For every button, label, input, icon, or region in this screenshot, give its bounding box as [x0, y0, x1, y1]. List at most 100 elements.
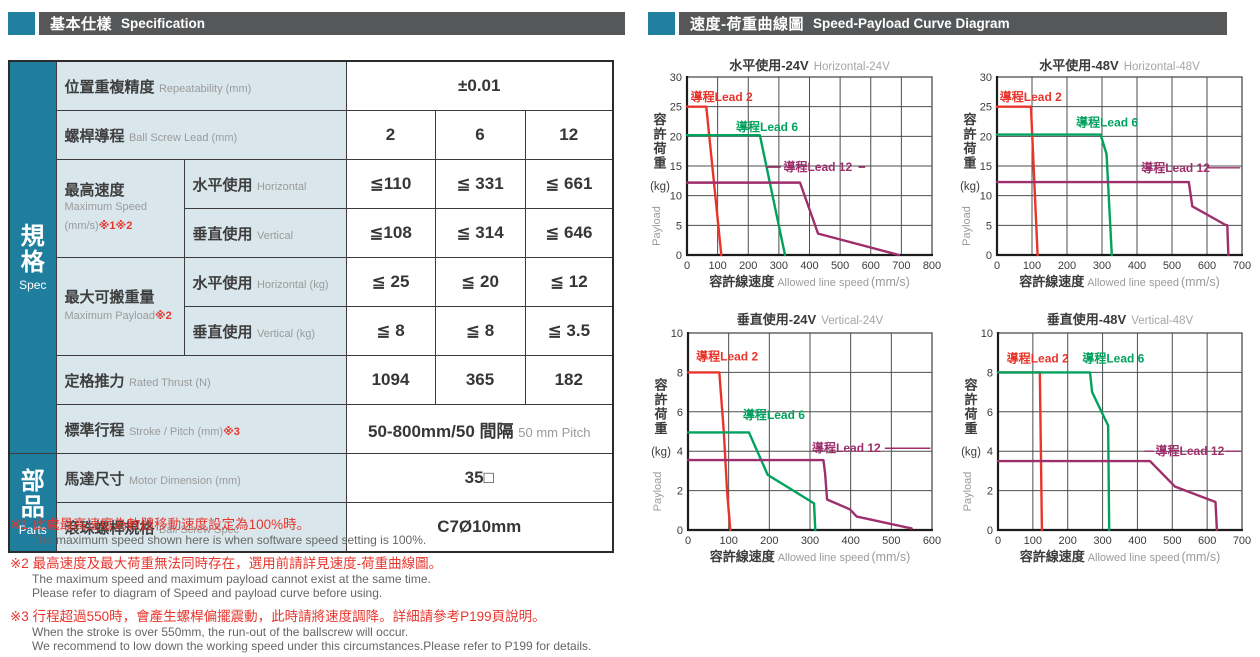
footnote-2-en-1: The maximum speed and maximum payload ca…	[32, 571, 431, 586]
svg-text:30: 30	[670, 72, 682, 84]
svg-text:300: 300	[801, 535, 819, 547]
svg-text:600: 600	[923, 535, 941, 547]
svg-text:15: 15	[980, 161, 992, 173]
lead-value-2: 2	[345, 110, 436, 160]
stroke-note: ※3	[223, 425, 240, 438]
repeatability-en: Repeatability (mm)	[158, 82, 252, 95]
svg-text:10: 10	[981, 328, 993, 340]
ballscrew-en: Ball Screw Spec	[158, 523, 240, 536]
stroke-value-en: 50 mm Pitch	[518, 424, 591, 440]
table-row-thrust: 定格推力 Rated Thrust (N) 1094 365 182	[9, 355, 614, 405]
payload-h-value-1: ≦ 20	[434, 257, 526, 307]
curve-section-header: 速度-荷重曲線圖 Speed-Payload Curve Diagram	[648, 12, 1227, 35]
svg-text:10: 10	[671, 328, 683, 340]
series-label: 導程Lead 12	[812, 440, 881, 455]
chart-svg-horizontal-48v: 0 100 200 300 400 500 600 700 0 5 10 15 20 25 30 水平使用-4…	[960, 58, 1251, 289]
svg-text:0: 0	[676, 250, 682, 262]
vertical-kg-en: Vertical (kg)	[256, 327, 316, 340]
svg-text:荷: 荷	[963, 407, 977, 422]
svg-text:8: 8	[677, 367, 683, 379]
motor-en: Motor Dimension (mm)	[128, 474, 241, 487]
spec-header-zh: 基本仕樣	[50, 16, 113, 33]
svg-text:700: 700	[892, 260, 910, 272]
svg-text:0: 0	[987, 525, 993, 537]
svg-text:300: 300	[1093, 260, 1111, 272]
svg-text:20: 20	[980, 131, 992, 143]
payload-vertical-label: 垂直使用 Vertical (kg)	[183, 306, 347, 356]
series-label: 導程Lead 2	[1007, 351, 1069, 366]
payload-zh: 最大可搬重量	[64, 288, 155, 306]
maxspeed-v-value-1: ≦ 314	[434, 208, 526, 258]
svg-text:200: 200	[1059, 535, 1077, 547]
svg-text:400: 400	[841, 535, 859, 547]
svg-text:Payload: Payload	[651, 206, 663, 246]
payload-en: Maximum Payload	[64, 309, 155, 322]
payload-note: ※2	[154, 309, 172, 322]
horizontal-kg-en: Horizontal (kg)	[256, 278, 329, 291]
series-label: 導程Lead 6	[1076, 115, 1138, 130]
footnote-1-zh: ※1 此處最高速度為軟體移動速度設定為100%時。	[10, 517, 311, 532]
svg-text:(kg): (kg)	[961, 447, 981, 459]
svg-text:0: 0	[986, 250, 992, 262]
side-label-spec: 規格 Spec	[8, 60, 57, 454]
svg-text:6: 6	[987, 407, 993, 419]
maxspeed-horizontal-label: 水平使用 Horizontal	[183, 159, 347, 209]
side-spec-en: Spec	[19, 277, 47, 292]
svg-text:30: 30	[980, 72, 992, 84]
svg-text:荷: 荷	[652, 141, 666, 156]
curve-header-bar: 速度-荷重曲線圖 Speed-Payload Curve Diagram	[679, 12, 1227, 35]
svg-text:400: 400	[1128, 535, 1146, 547]
payload-label: 最大可搬重量 Maximum Payload※2	[55, 257, 185, 356]
svg-text:(kg): (kg)	[960, 181, 980, 193]
stroke-label: 標準行程 Stroke / Pitch (mm)※3	[55, 404, 347, 454]
svg-text:600: 600	[1198, 535, 1216, 547]
maxspeed-v-value-2: ≦ 646	[524, 208, 614, 258]
curve-header-zh: 速度-荷重曲線圖	[690, 16, 804, 33]
svg-text:重: 重	[964, 421, 977, 436]
series-label: 導程Lead 6	[743, 407, 805, 422]
maxspeed-h-value-2: ≦ 661	[524, 159, 614, 209]
footnote-1: ※1 此處最高速度為軟體移動速度設定為100%時。 The maximum sp…	[10, 516, 638, 548]
table-row-maxspeed-vertical: 垂直使用 Vertical ≦108 ≦ 314 ≦ 646	[9, 208, 614, 258]
chart-svg-vertical-24v: 0 100 200 300 400 500 600 0 2 4 6 8 10 垂直使用-24V Vertic…	[651, 312, 941, 564]
svg-text:100: 100	[1023, 260, 1041, 272]
maxspeed-note: ※1※2	[98, 220, 133, 232]
svg-text:8: 8	[987, 367, 993, 379]
svg-text:重: 重	[963, 156, 976, 171]
svg-text:荷: 荷	[962, 141, 976, 156]
payload-v-value-1: ≦ 8	[434, 306, 526, 356]
chart-horizontal-24v: 0 100 200 300 400 500 600 700 800 0 5 10 15 20 25 30 水平使…	[648, 57, 950, 298]
table-row-payload-horizontal: 最大可搬重量 Maximum Payload※2 水平使用 Horizontal…	[9, 257, 614, 356]
repeatability-value: ±0.01	[345, 60, 614, 111]
footnote-2: ※2 最高速度及最大荷重無法同時存在，選用前請詳見速度-荷重曲線圖。 The m…	[10, 555, 638, 601]
motor-zh: 馬達尺寸	[64, 470, 125, 488]
table-row-stroke: 標準行程 Stroke / Pitch (mm)※3 50-800mm/50 間…	[9, 404, 614, 454]
table-row-maxspeed-horizontal: 最高速度 Maximum Speed (mm/s)※1※2 水平使用 Horiz…	[9, 159, 614, 258]
series-label: 導程Lead 6	[1082, 351, 1144, 366]
thrust-value-0: 1094	[345, 355, 436, 405]
svg-text:荷: 荷	[653, 407, 667, 422]
svg-text:700: 700	[1233, 260, 1251, 272]
svg-text:600: 600	[1198, 260, 1216, 272]
svg-text:600: 600	[862, 260, 880, 272]
payload-horizontal-label: 水平使用 Horizontal (kg)	[183, 257, 347, 307]
svg-text:0: 0	[994, 260, 1000, 272]
svg-text:400: 400	[1128, 260, 1146, 272]
lead-label: 螺桿導程 Ball Screw Lead (mm)	[55, 110, 347, 160]
thrust-en: Rated Thrust (N)	[128, 376, 211, 389]
thrust-zh: 定格推力	[64, 372, 125, 390]
vertical-en: Vertical	[256, 229, 294, 242]
table-row-ballscrew: 滾珠螺桿規格 Ball Screw Spec C7Ø10mm	[9, 502, 614, 553]
svg-text:許: 許	[963, 127, 976, 142]
svg-text:15: 15	[670, 161, 682, 173]
thrust-label: 定格推力 Rated Thrust (N)	[55, 355, 347, 405]
svg-text:300: 300	[1093, 535, 1111, 547]
maxspeed-h-value-1: ≦ 331	[434, 159, 526, 209]
horizontal-zh: 水平使用	[192, 274, 253, 292]
side-label-parts: 部品 Parts	[8, 453, 57, 553]
